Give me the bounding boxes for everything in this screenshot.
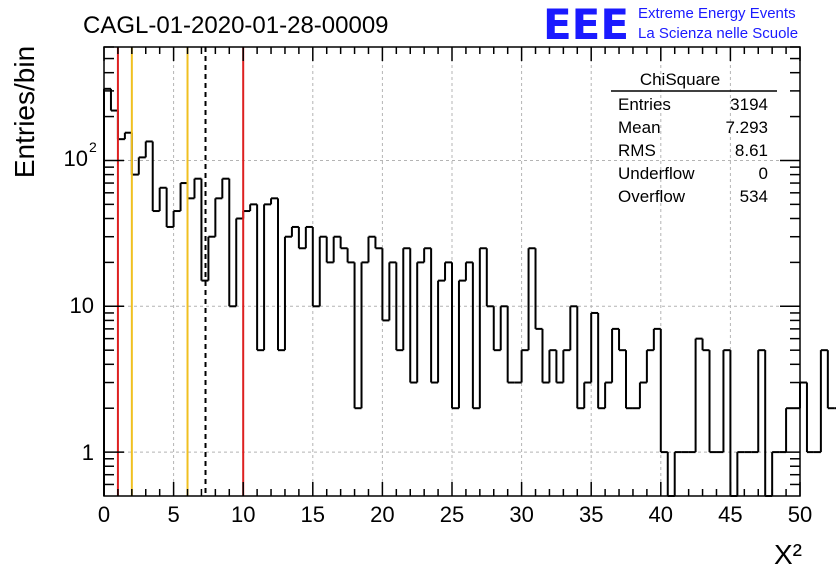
stats-rows: Entries 3194 Mean 7.293 RMS 8.61 Underflow 0 Ove… [618,95,768,206]
eee-logo: EEE Extreme Energy Events La Scienza nel… [543,0,798,49]
x-tick-label: 50 [788,502,812,527]
x-axis-label: X² [774,539,802,570]
x-tick-label: 15 [301,502,325,527]
stats-label: RMS [618,141,656,160]
reference-lines [116,47,245,496]
stats-box: ChiSquare Entries 3194 Mean 7.293 RMS 8.61 Und… [611,70,777,206]
y-tick-label-100: 10 [64,146,88,171]
chart-title: CAGL-01-2020-01-28-00009 [83,12,389,39]
y-tick-label-100-exponent: 2 [89,139,97,155]
axis-ticks [103,46,801,496]
stats-label: Overflow [618,187,686,206]
x-tick-label: 0 [98,502,110,527]
y-tick-label-10: 10 [70,293,94,318]
stats-value: 534 [740,187,768,206]
x-tick-labels: 0 5 10 15 20 25 30 35 40 45 50 [98,502,812,527]
eee-logo-line1: Extreme Energy Events [638,5,796,22]
x-tick-label: 20 [370,502,394,527]
x-tick-label: 10 [231,502,255,527]
stats-label: Mean [618,118,661,137]
stats-label: Underflow [618,164,695,183]
x-tick-label: 25 [440,502,464,527]
stats-value: 0 [759,164,768,183]
eee-logo-line2: La Scienza nelle Scuole [638,25,798,42]
stats-value: 8.61 [735,141,768,160]
stats-title: ChiSquare [640,70,720,89]
histogram [103,87,836,497]
stats-value: 3194 [730,95,768,114]
y-axis-label: Entries/bin [9,46,40,178]
eee-logo-mark: EEE [543,0,629,49]
stats-label: Entries [618,95,671,114]
x-tick-label: 35 [579,502,603,527]
x-tick-label: 40 [649,502,673,527]
stats-value: 7.293 [725,118,768,137]
x-tick-label: 5 [167,502,179,527]
y-tick-label-1: 1 [82,440,94,465]
x-tick-label: 45 [718,502,742,527]
x-tick-label: 30 [509,502,533,527]
